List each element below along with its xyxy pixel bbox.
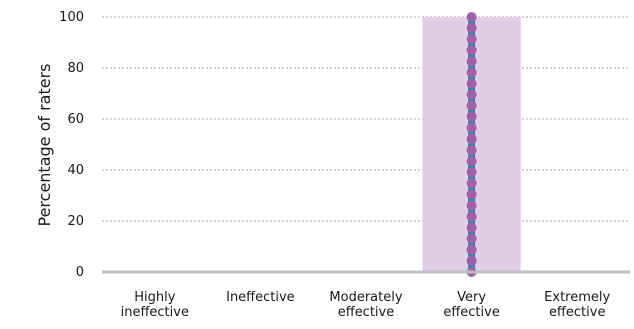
marker-dot [466, 45, 477, 56]
marker-dot [466, 78, 477, 89]
marker-dot [466, 89, 477, 100]
x-category-label: Moderately effective [329, 290, 402, 320]
marker-dot [466, 211, 477, 222]
marker-dot [466, 100, 477, 111]
x-category-label: Highly ineffective [121, 290, 189, 320]
x-category-label-line: Ineffective [226, 290, 295, 305]
marker-dot [466, 23, 477, 34]
x-category-label-line: Very [457, 290, 486, 305]
marker-dot [466, 145, 477, 156]
y-tick-label: 0 [76, 265, 84, 280]
y-tick-labels: 0 20 40 60 80 100 [59, 10, 84, 280]
marker-dot [466, 244, 477, 255]
x-category-label-line: Highly [134, 290, 175, 305]
marker-dot [466, 12, 477, 22]
x-category-label-line: Extremely [544, 290, 610, 305]
marker-dot [466, 167, 477, 178]
x-category-label-line: ineffective [121, 305, 189, 320]
marker-dot [466, 133, 477, 144]
marker-dot [466, 178, 477, 189]
x-category-label-line: Moderately [329, 290, 402, 305]
marker-dot [466, 34, 477, 45]
marker-dot [466, 67, 477, 78]
y-tick-label: 100 [59, 10, 84, 25]
marker-dot [466, 200, 477, 211]
x-category-label: Ineffective [226, 290, 295, 305]
x-category-label-line: effective [443, 305, 500, 320]
marker-line [466, 12, 477, 277]
x-category-label: Very effective [443, 290, 500, 320]
marker-dot [466, 56, 477, 67]
marker-dot [466, 111, 477, 122]
marker-dot [466, 189, 477, 200]
x-category-label-line: effective [549, 305, 606, 320]
marker-dot [466, 156, 477, 167]
marker-dot [466, 233, 477, 244]
x-category-label: Extremely effective [544, 290, 610, 320]
marker-dot [466, 222, 477, 233]
y-tick-label: 20 [67, 214, 84, 229]
marker-dot [466, 255, 477, 266]
y-tick-label: 40 [67, 163, 84, 178]
y-tick-label: 80 [67, 61, 84, 76]
gridlines [102, 16, 630, 222]
y-axis-label: Percentage of raters [35, 63, 54, 226]
marker-dot [466, 122, 477, 133]
y-tick-label: 60 [67, 112, 84, 127]
x-category-label-line: effective [338, 305, 395, 320]
